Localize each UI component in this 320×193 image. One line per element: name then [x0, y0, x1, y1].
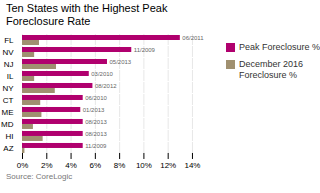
svg-text:AZ: AZ	[3, 144, 13, 153]
svg-text:06/2011: 06/2011	[182, 35, 204, 41]
svg-text:6%: 6%	[90, 161, 102, 170]
svg-text:NV: NV	[2, 48, 14, 57]
html-text:December 2016 Foreclosure %: December 2016 Foreclosure %	[239, 59, 303, 80]
svg-text:10%: 10%	[136, 161, 152, 170]
svg-text:06/2010: 06/2010	[85, 95, 107, 101]
svg-text:8%: 8%	[114, 161, 126, 170]
svg-text:NJ: NJ	[4, 60, 14, 69]
svg-text:08/2012: 08/2012	[95, 83, 117, 89]
svg-text:IL: IL	[7, 72, 14, 81]
svg-text:11/2009: 11/2009	[85, 143, 107, 149]
svg-text:2%: 2%	[41, 161, 53, 170]
svg-text:08/2013: 08/2013	[85, 119, 107, 125]
svg-text:FL: FL	[4, 36, 14, 45]
html-text:Ten States with the Highest Pe: Ten States with the Highest Peak Foreclo…	[6, 2, 168, 27]
svg-text:4%: 4%	[65, 161, 77, 170]
svg-text:01/2013: 01/2013	[83, 107, 105, 113]
svg-text:0%: 0%	[17, 161, 29, 170]
html-text:Source: CoreLogic: Source: CoreLogic	[6, 172, 73, 181]
svg-text:ME: ME	[2, 108, 14, 117]
svg-text:05/2013: 05/2013	[109, 59, 131, 65]
svg-text:MD: MD	[1, 120, 14, 129]
svg-text:HI: HI	[6, 132, 14, 141]
svg-text:12%: 12%	[160, 161, 176, 170]
html-text:Peak Foreclosure %: Peak Foreclosure %	[239, 42, 320, 52]
svg-text:03/2010: 03/2010	[91, 71, 113, 77]
svg-text:11/2009: 11/2009	[134, 47, 156, 53]
svg-text:CT: CT	[3, 96, 14, 105]
svg-text:NY: NY	[2, 84, 14, 93]
svg-text:14%: 14%	[184, 161, 200, 170]
svg-text:08/2013: 08/2013	[85, 131, 107, 137]
